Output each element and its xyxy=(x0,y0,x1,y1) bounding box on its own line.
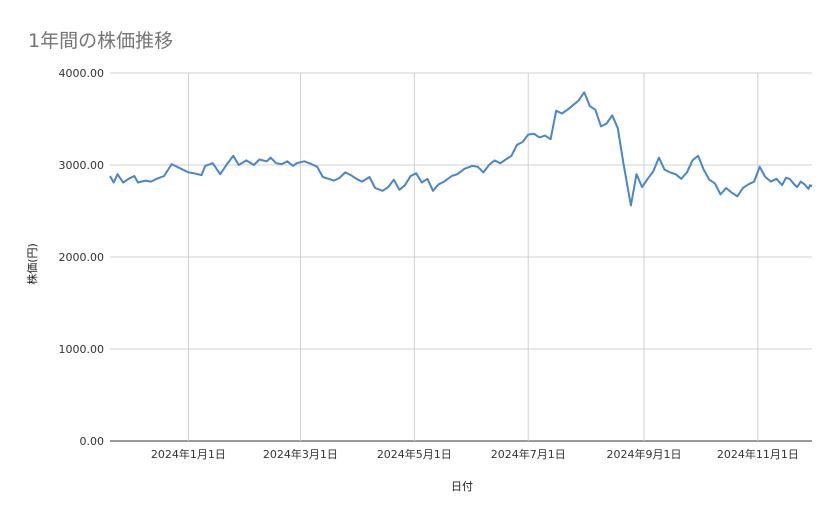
y-tick-label: 3000.00 xyxy=(59,159,105,172)
x-tick-label: 2024年7月1日 xyxy=(491,447,566,461)
x-tick-label: 2024年11月1日 xyxy=(717,447,799,461)
y-axis-title: 株価(円) xyxy=(25,243,39,285)
y-axis-ticks: 0.00 1000.00 2000.00 3000.00 4000.00 xyxy=(59,67,105,448)
y-tick-label: 4000.00 xyxy=(59,67,105,80)
price-line xyxy=(109,91,813,207)
gridlines xyxy=(110,72,812,442)
y-tick-label: 2000.00 xyxy=(59,251,105,264)
y-tick-label: 1000.00 xyxy=(59,343,105,356)
x-tick-label: 2024年1月1日 xyxy=(151,447,226,461)
x-axis-title: 日付 xyxy=(451,480,473,493)
y-tick-label: 0.00 xyxy=(80,435,105,448)
x-tick-label: 2024年3月1日 xyxy=(263,447,338,461)
x-tick-label: 2024年5月1日 xyxy=(377,447,452,461)
series-group xyxy=(109,91,813,207)
chart-title: 1年間の株価推移 xyxy=(28,30,174,52)
x-axis-ticks: 2024年1月1日 2024年3月1日 2024年5月1日 2024年7月1日 2024… xyxy=(151,447,799,461)
x-tick-label: 2024年9月1日 xyxy=(606,447,681,461)
